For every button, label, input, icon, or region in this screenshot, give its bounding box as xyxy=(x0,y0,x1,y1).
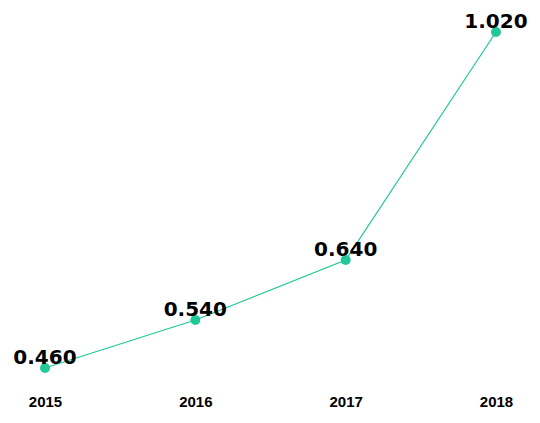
x-axis: 2015 2016 2017 2018 xyxy=(29,393,513,410)
x-tick: 2016 xyxy=(179,393,212,410)
x-tick: 2015 xyxy=(29,393,62,410)
chart: 2015 2016 2017 2018 0.460 0.540 0.640 1.020 xyxy=(0,0,540,423)
plot-area xyxy=(40,27,501,373)
x-tick: 2018 xyxy=(480,393,513,410)
x-tick: 2017 xyxy=(329,393,362,410)
data-labels: 0.460 0.540 0.640 1.020 xyxy=(13,9,527,369)
data-label: 0.640 xyxy=(314,237,377,261)
x-tick-label: 2018 xyxy=(480,393,513,410)
x-tick-label: 2016 xyxy=(179,393,212,410)
x-tick-label: 2015 xyxy=(29,393,62,410)
data-label: 0.540 xyxy=(164,297,227,321)
x-tick-label: 2017 xyxy=(329,393,362,410)
data-label: 1.020 xyxy=(464,9,527,33)
series-line xyxy=(45,32,496,368)
data-label: 0.460 xyxy=(13,345,76,369)
x-axis-line xyxy=(46,396,497,397)
